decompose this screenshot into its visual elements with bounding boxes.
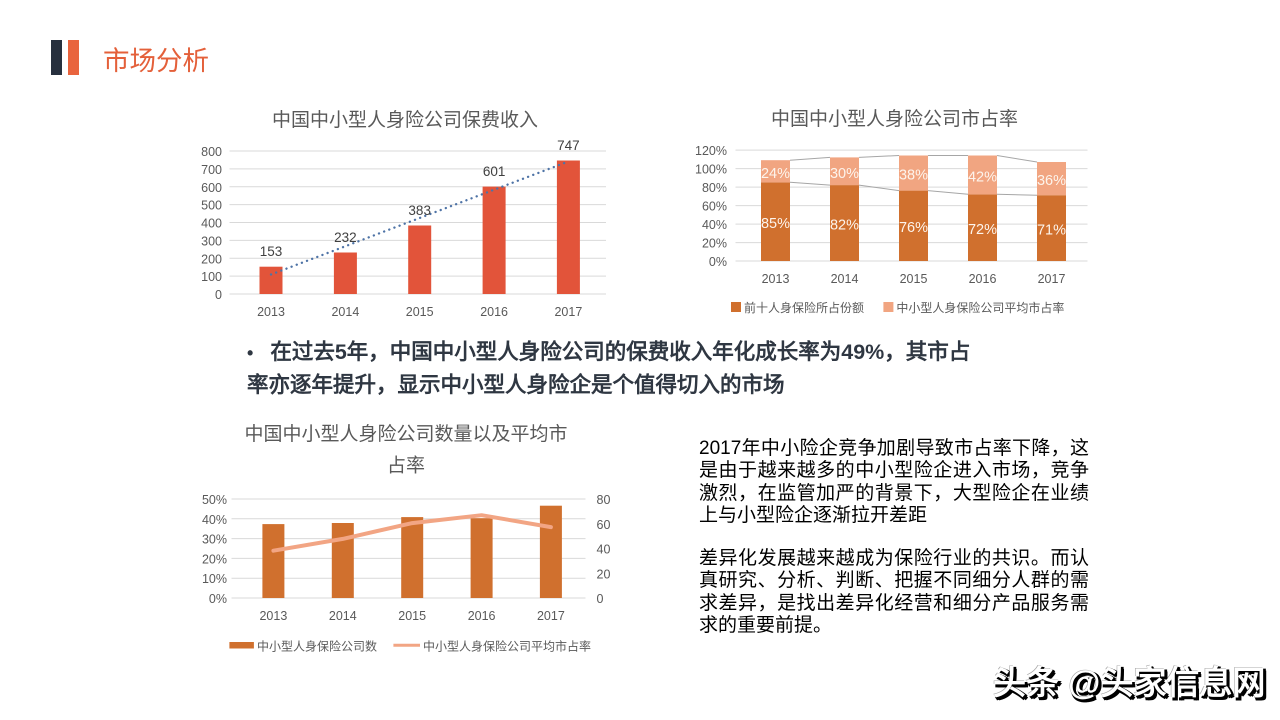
- svg-text:601: 601: [483, 164, 506, 179]
- svg-text:400: 400: [201, 217, 222, 231]
- svg-text:80: 80: [597, 493, 611, 507]
- svg-text:2017: 2017: [554, 305, 582, 319]
- svg-text:0: 0: [215, 288, 222, 302]
- svg-text:800: 800: [201, 145, 222, 159]
- svg-text:50%: 50%: [202, 493, 227, 507]
- svg-text:30%: 30%: [202, 533, 227, 547]
- svg-text:60: 60: [597, 518, 611, 532]
- svg-text:40%: 40%: [702, 218, 727, 232]
- svg-text:2014: 2014: [831, 272, 859, 286]
- svg-text:中小型人身保险公司平均市占率: 中小型人身保险公司平均市占率: [896, 300, 1064, 315]
- svg-text:71%: 71%: [1037, 223, 1066, 239]
- svg-text:占率: 占率: [387, 455, 425, 477]
- svg-text:中小型人身保险公司平均市占率: 中小型人身保险公司平均市占率: [423, 639, 591, 654]
- svg-text:20%: 20%: [202, 552, 227, 566]
- svg-text:10%: 10%: [202, 572, 227, 586]
- svg-text:2017: 2017: [537, 609, 565, 623]
- svg-text:2016: 2016: [969, 272, 997, 286]
- svg-text:前十人身保险所占份额: 前十人身保险所占份额: [744, 300, 864, 315]
- svg-text:2016: 2016: [468, 609, 496, 623]
- svg-text:0: 0: [597, 592, 604, 606]
- svg-text:2014: 2014: [329, 609, 357, 623]
- svg-text:100%: 100%: [695, 163, 727, 177]
- svg-text:100: 100: [201, 270, 222, 284]
- svg-text:0%: 0%: [209, 592, 227, 606]
- svg-text:2013: 2013: [762, 272, 790, 286]
- svg-text:200: 200: [201, 252, 222, 266]
- svg-text:42%: 42%: [968, 169, 997, 185]
- svg-text:232: 232: [334, 230, 357, 245]
- svg-text:2014: 2014: [331, 305, 359, 319]
- svg-text:36%: 36%: [1037, 173, 1066, 189]
- svg-text:2016: 2016: [480, 305, 508, 319]
- svg-text:38%: 38%: [899, 168, 928, 184]
- svg-text:中国中小型人身险公司数量以及平均市: 中国中小型人身险公司数量以及平均市: [244, 423, 567, 445]
- svg-text:747: 747: [557, 138, 580, 153]
- svg-text:中国中小型人身险公司保费收入: 中国中小型人身险公司保费收入: [272, 109, 538, 131]
- svg-text:82%: 82%: [830, 218, 859, 234]
- svg-text:30%: 30%: [830, 166, 859, 182]
- svg-text:24%: 24%: [761, 166, 790, 182]
- svg-text:2015: 2015: [900, 272, 928, 286]
- svg-text:20: 20: [597, 567, 611, 581]
- svg-text:60%: 60%: [702, 200, 727, 214]
- svg-text:153: 153: [260, 244, 283, 259]
- svg-text:中小型人身保险公司数: 中小型人身保险公司数: [257, 639, 377, 654]
- svg-text:85%: 85%: [761, 216, 790, 232]
- svg-text:0%: 0%: [709, 255, 727, 269]
- svg-text:600: 600: [201, 181, 222, 195]
- svg-text:300: 300: [201, 234, 222, 248]
- svg-text:120%: 120%: [695, 144, 727, 158]
- svg-text:2017: 2017: [1038, 272, 1066, 286]
- svg-text:72%: 72%: [968, 222, 997, 238]
- svg-text:20%: 20%: [702, 237, 727, 251]
- svg-text:40: 40: [597, 543, 611, 557]
- svg-text:76%: 76%: [899, 220, 928, 236]
- svg-text:383: 383: [408, 203, 431, 218]
- svg-text:2015: 2015: [398, 609, 426, 623]
- svg-text:中国中小型人身险公司市占率: 中国中小型人身险公司市占率: [771, 108, 1018, 130]
- svg-text:2013: 2013: [257, 305, 285, 319]
- svg-text:700: 700: [201, 163, 222, 177]
- svg-text:80%: 80%: [702, 181, 727, 195]
- svg-text:40%: 40%: [202, 513, 227, 527]
- svg-text:2013: 2013: [259, 609, 287, 623]
- svg-text:2015: 2015: [406, 305, 434, 319]
- svg-text:500: 500: [201, 199, 222, 213]
